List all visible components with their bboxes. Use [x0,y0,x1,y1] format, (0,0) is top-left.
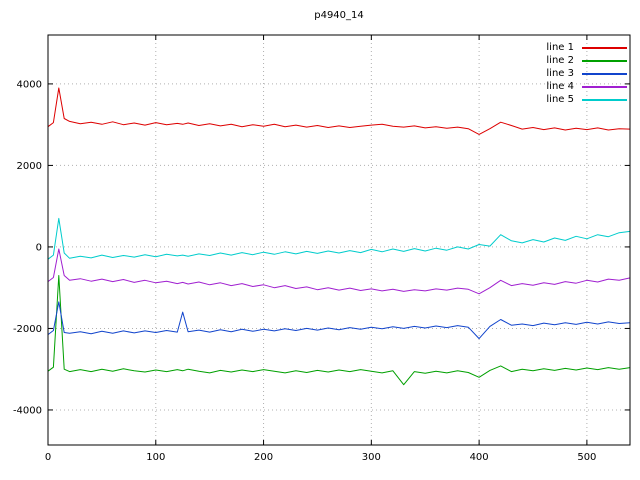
legend-label: line 4 [546,81,574,92]
legend-item: line 1 [546,41,627,54]
legend-line-sample [582,59,627,62]
legend-item: line 2 [546,54,627,67]
svg-text:100: 100 [146,452,165,463]
legend: line 1 line 2 line 3 line 4 line 5 [546,41,627,106]
legend-label: line 2 [546,55,574,66]
svg-text:2000: 2000 [17,161,42,172]
legend-item: line 5 [546,93,627,106]
legend-line-sample [582,72,627,75]
legend-label: line 1 [546,42,574,53]
legend-label: line 3 [546,68,574,79]
chart-title: p4940_14 [314,10,364,21]
legend-item: line 4 [546,80,627,93]
svg-text:4000: 4000 [17,79,42,90]
svg-text:400: 400 [470,452,489,463]
legend-item: line 3 [546,67,627,80]
svg-text:0: 0 [36,242,42,253]
svg-text:-4000: -4000 [13,405,42,416]
svg-text:300: 300 [362,452,381,463]
legend-line-sample [582,85,627,88]
svg-text:0: 0 [45,452,51,463]
legend-line-sample [582,98,627,101]
legend-label: line 5 [546,94,574,105]
svg-text:-2000: -2000 [13,324,42,335]
legend-line-sample [582,46,627,49]
svg-text:500: 500 [577,452,596,463]
svg-text:200: 200 [254,452,273,463]
